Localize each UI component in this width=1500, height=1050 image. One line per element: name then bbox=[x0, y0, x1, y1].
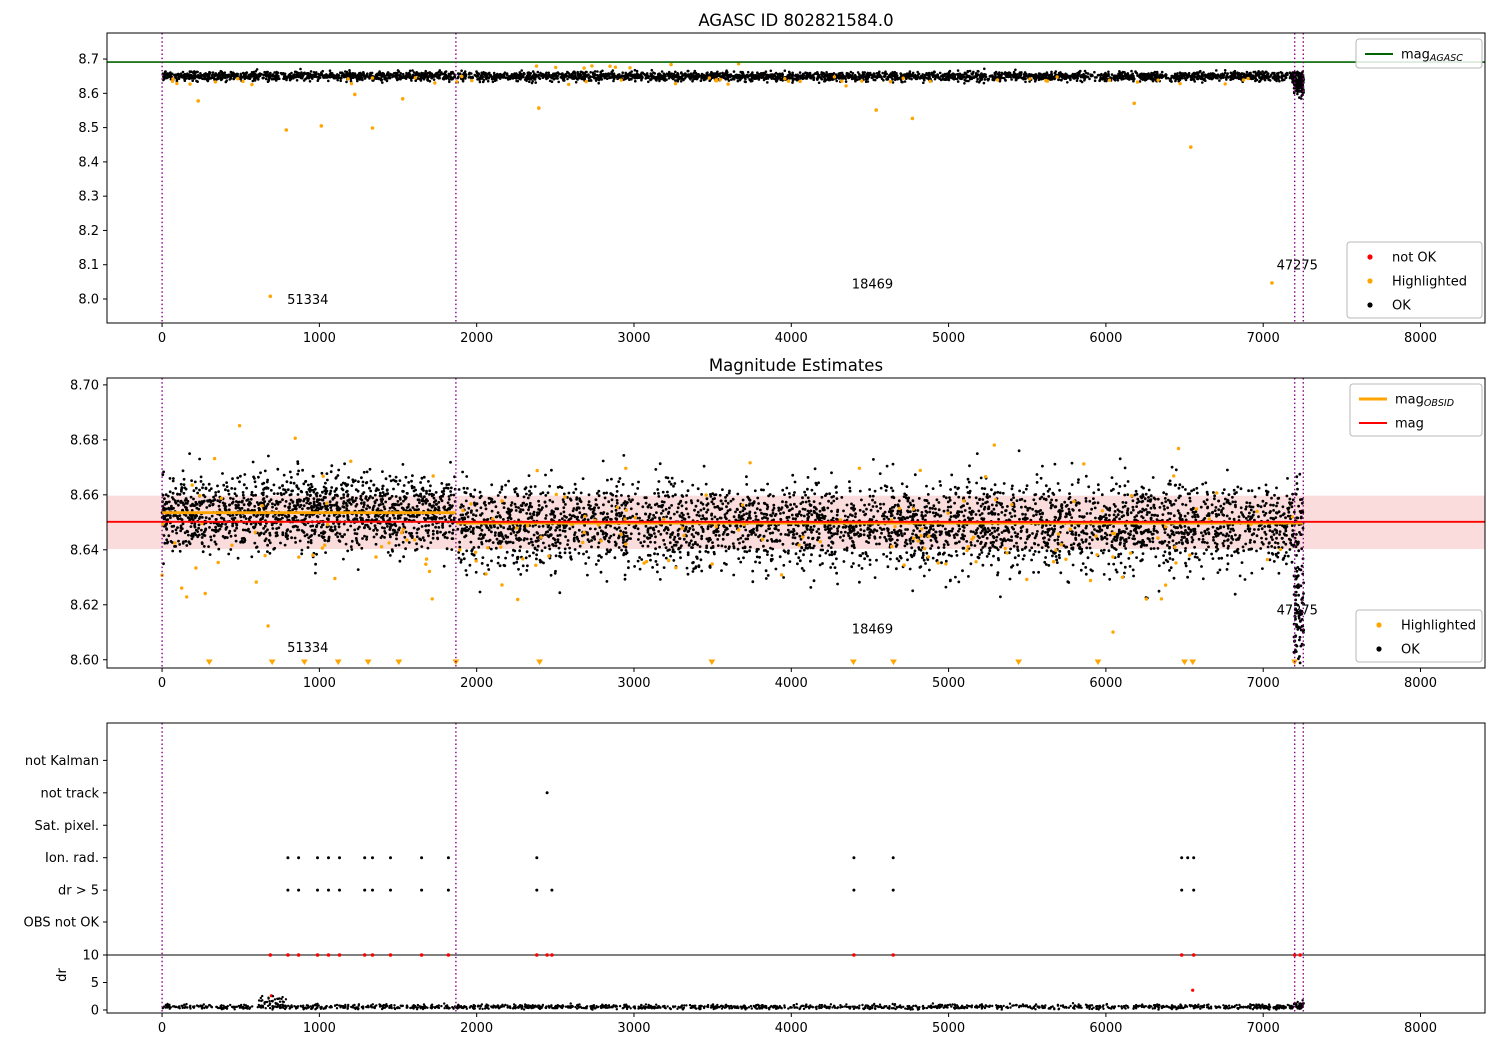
obsid-annotation: 51334 bbox=[287, 641, 328, 656]
ok-scatter-main bbox=[456, 67, 1305, 85]
obsid-annotation: 18469 bbox=[852, 278, 893, 293]
flag-not-track bbox=[545, 791, 549, 795]
x-tick-label: 8000 bbox=[1404, 331, 1437, 346]
obsid-annotation: 47275 bbox=[1277, 259, 1318, 274]
x-tick-label: 1000 bbox=[303, 676, 336, 691]
mag-obsid-line bbox=[162, 511, 1304, 525]
y-tick-label: 8.68 bbox=[70, 433, 99, 448]
x-tick-label: 8000 bbox=[1404, 1021, 1437, 1036]
obsid-annotation: 51334 bbox=[287, 293, 328, 308]
flag-ion-rad bbox=[286, 856, 1196, 860]
y-tick-label: 8.1 bbox=[78, 258, 99, 273]
x-tick-label: 1000 bbox=[303, 1021, 336, 1036]
y-tick-label: dr > 5 bbox=[58, 884, 99, 899]
y-tick-label: 8.64 bbox=[70, 543, 99, 558]
obsid-annotation: 18469 bbox=[852, 623, 893, 638]
legend: not OK Highlighted OK bbox=[1346, 241, 1483, 319]
panel-mag-estimates: 51334 18469 47275 0 1000 2000 3000 4000 5000 6000… bbox=[70, 377, 1486, 691]
y-axis: 8.60 8.62 8.64 8.66 8.68 8.70 bbox=[70, 378, 107, 668]
x-tick-label: 2000 bbox=[460, 331, 493, 346]
x-tick-label: 5000 bbox=[932, 331, 965, 346]
x-tick-label: 2000 bbox=[460, 1021, 493, 1036]
x-tick-label: 4000 bbox=[775, 331, 808, 346]
dr-trace bbox=[161, 1002, 1304, 1011]
x-tick-label: 4000 bbox=[775, 676, 808, 691]
y-tick-label: Ion. rad. bbox=[45, 851, 99, 866]
axes-frame bbox=[106, 32, 1486, 324]
y-tick-label: 8.5 bbox=[78, 121, 99, 136]
legend: Highlighted OK bbox=[1355, 609, 1483, 663]
panel1-title: AGASC ID 802821584.0 bbox=[698, 11, 894, 30]
highlighted-clipped bbox=[205, 659, 1299, 666]
x-tick-label: 7000 bbox=[1247, 331, 1280, 346]
legend-label: not OK bbox=[1392, 251, 1437, 266]
highlighted-outliers bbox=[196, 92, 1274, 299]
x-tick-label: 6000 bbox=[1089, 676, 1122, 691]
x-tick-label: 0 bbox=[158, 1021, 166, 1036]
obsid-annotation: 47275 bbox=[1277, 603, 1318, 618]
y-tick-label: 8.60 bbox=[70, 653, 99, 668]
y-axis: not Kalman not track Sat. pixel. Ion. rad. d… bbox=[24, 754, 107, 1018]
dr-end bbox=[1292, 999, 1305, 1010]
x-tick-label: 8000 bbox=[1404, 676, 1437, 691]
legend: magAGASC bbox=[1355, 38, 1483, 69]
y-tick-label: not track bbox=[40, 786, 99, 801]
axes-frame bbox=[106, 722, 1486, 1014]
x-tick-label: 0 bbox=[158, 676, 166, 691]
x-tick-label: 3000 bbox=[617, 1021, 650, 1036]
y-tick-label: 8.70 bbox=[70, 378, 99, 393]
axes-frame bbox=[106, 377, 1486, 669]
y-tick-label: not Kalman bbox=[25, 754, 99, 769]
y-axis: 8.0 8.1 8.2 8.3 8.4 8.5 8.6 8.7 bbox=[78, 53, 107, 308]
highlighted-top bbox=[534, 62, 741, 70]
y-tick-label: 8.3 bbox=[78, 190, 99, 205]
y-tick-label: 8.6 bbox=[78, 87, 99, 102]
x-tick-label: 3000 bbox=[617, 331, 650, 346]
dr-not-ok bbox=[269, 988, 1195, 998]
x-tick-label: 7000 bbox=[1247, 1021, 1280, 1036]
x-tick-label: 2000 bbox=[460, 676, 493, 691]
y-tick-label: 0 bbox=[91, 1003, 99, 1018]
y-tick-label: 8.62 bbox=[70, 598, 99, 613]
y-tick-label: OBS not OK bbox=[24, 916, 100, 931]
x-tick-label: 5000 bbox=[932, 1021, 965, 1036]
y-tick-label: 8.4 bbox=[78, 155, 99, 170]
legend-label: Highlighted bbox=[1401, 619, 1476, 634]
y-tick-label: Sat. pixel. bbox=[35, 819, 99, 834]
y-tick-label: 8.0 bbox=[78, 293, 99, 308]
legend-label: OK bbox=[1401, 643, 1420, 658]
x-axis: 0 1000 2000 3000 4000 5000 6000 7000 8000 bbox=[158, 323, 1437, 346]
dr-bump bbox=[257, 994, 288, 1009]
x-tick-label: 1000 bbox=[303, 331, 336, 346]
y-tick-label: 8.66 bbox=[70, 488, 99, 503]
highlighted-band bbox=[170, 74, 1250, 88]
panel2-title: Magnitude Estimates bbox=[708, 356, 884, 375]
y-tick-label: 10 bbox=[82, 949, 99, 964]
x-tick-label: 3000 bbox=[617, 676, 650, 691]
y-tick-label: 8.7 bbox=[78, 53, 99, 68]
panel-flags-dr: 0 1000 2000 3000 4000 5000 6000 7000 8000 not Kal… bbox=[24, 722, 1486, 1036]
y-axis-label: dr bbox=[55, 968, 70, 982]
x-tick-label: 0 bbox=[158, 331, 166, 346]
legend-label: Highlighted bbox=[1392, 275, 1467, 290]
x-tick-label: 6000 bbox=[1089, 1021, 1122, 1036]
y-tick-label: 5 bbox=[91, 976, 99, 991]
dr-clipped-not-ok bbox=[268, 953, 1302, 957]
x-tick-label: 5000 bbox=[932, 676, 965, 691]
x-tick-label: 6000 bbox=[1089, 331, 1122, 346]
x-tick-label: 4000 bbox=[775, 1021, 808, 1036]
panel-agasc-mag: 51334 18469 47275 0 1000 2000 3000 4000 5000 6000… bbox=[78, 32, 1486, 346]
x-axis: 0 1000 2000 3000 4000 5000 6000 7000 8000 bbox=[158, 668, 1437, 691]
x-axis: 0 1000 2000 3000 4000 5000 6000 7000 8000 bbox=[158, 1013, 1437, 1036]
ok-scatter-left bbox=[161, 67, 457, 84]
flag-dr-gt-5 bbox=[286, 888, 1196, 892]
x-tick-label: 7000 bbox=[1247, 676, 1280, 691]
legend-label: mag bbox=[1395, 417, 1424, 432]
y-tick-label: 8.2 bbox=[78, 224, 99, 239]
legend-label: OK bbox=[1392, 299, 1411, 314]
